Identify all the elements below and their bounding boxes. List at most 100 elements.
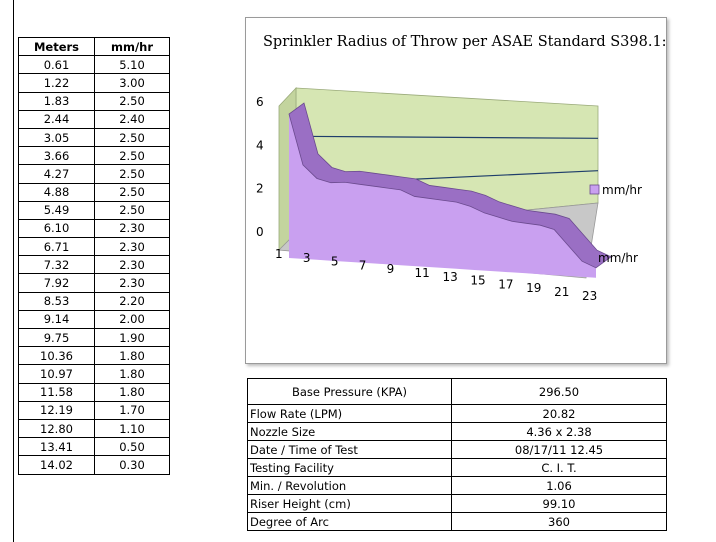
x-tick-label: 23 <box>582 289 597 303</box>
info-label: Date / Time of Test <box>247 440 452 459</box>
mm-hr-cell: 2.50 <box>94 164 170 184</box>
x-tick-label: 1 <box>275 247 283 261</box>
table-row: 5.49 2.50 <box>18 200 170 220</box>
mm-hr-cell: 1.80 <box>94 382 170 402</box>
mm-hr-cell: 2.50 <box>94 146 170 166</box>
info-row: Min. / Revolution 1.06 <box>247 476 667 495</box>
table-row: 14.02 0.30 <box>18 455 170 475</box>
table-row: 0.61 5.10 <box>18 55 170 75</box>
meters-cell: 0.61 <box>18 55 95 75</box>
table-row: 6.10 2.30 <box>18 218 170 239</box>
table-row: 10.36 1.80 <box>18 346 170 366</box>
table-row: 2.44 2.40 <box>18 109 170 129</box>
mm-hr-cell: 2.00 <box>94 309 170 330</box>
legend-swatch <box>589 184 600 195</box>
mm-hr-cell: 1.90 <box>94 327 170 348</box>
mm-hr-cell: 2.50 <box>94 182 170 202</box>
table-row: 12.80 1.10 <box>18 418 170 439</box>
table-row: 3.05 2.50 <box>18 127 170 148</box>
mm-hr-cell: 1.80 <box>94 364 170 384</box>
info-row: Date / Time of Test 08/17/11 12.45 <box>247 440 667 459</box>
mm-hr-cell: 2.40 <box>94 109 170 129</box>
x-tick-label: 15 <box>470 274 485 288</box>
mm-hr-cell: 5.10 <box>94 55 170 75</box>
meters-cell: 10.97 <box>18 364 95 384</box>
mm-hr-cell: 1.80 <box>94 346 170 366</box>
x-tick-label: 17 <box>498 277 513 291</box>
info-value: 360 <box>451 512 667 531</box>
info-label: Testing Facility <box>247 458 452 477</box>
info-row: Degree of Arc 360 <box>247 512 667 531</box>
table-row: 9.14 2.00 <box>18 309 170 330</box>
area-front-face <box>289 114 596 278</box>
table-row: 7.92 2.30 <box>18 273 170 293</box>
y-tick-label: 2 <box>256 182 264 196</box>
meters-cell: 12.19 <box>18 400 95 420</box>
table-row: 3.66 2.50 <box>18 146 170 166</box>
mm-hr-cell: 2.30 <box>94 237 170 257</box>
test-info-table: Base Pressure (KPA) 296.50 Flow Rate (LPM)… <box>247 378 667 531</box>
mm-hr-cell: 2.50 <box>94 91 170 111</box>
meters-cell: 7.32 <box>18 255 95 275</box>
meters-cell: 10.36 <box>18 346 95 366</box>
info-label: Base Pressure (KPA) <box>247 378 452 405</box>
chart-frame: 0 2 4 6 1 3 5 7 9 11 13 15 17 19 21 23 mm/hr mm/hr Sprinkl… <box>245 17 667 364</box>
meters-cell: 11.58 <box>18 382 95 402</box>
y-tick-label: 0 <box>256 225 264 239</box>
meters-cell: 6.71 <box>18 237 95 257</box>
mm-hr-cell: 1.70 <box>94 400 170 420</box>
mm-hr-cell: 2.30 <box>94 218 170 239</box>
info-label: Nozzle Size <box>247 422 452 441</box>
info-row: Riser Height (cm) 99.10 <box>247 494 667 513</box>
chart-gridline <box>295 135 599 139</box>
meters-cell: 14.02 <box>18 455 95 475</box>
table-row: 10.97 1.80 <box>18 364 170 384</box>
mm-hr-cell: 0.30 <box>94 455 170 475</box>
info-value: 20.82 <box>451 404 667 423</box>
table-row: 8.53 2.20 <box>18 291 170 311</box>
mm-hr-cell: 3.00 <box>94 73 170 93</box>
meters-cell: 3.66 <box>18 146 95 166</box>
mm-hr-cell: 2.30 <box>94 255 170 275</box>
header-mm-hr: mm/hr <box>94 36 170 57</box>
table-row: 11.58 1.80 <box>18 382 170 402</box>
table-row: 13.41 0.50 <box>18 437 170 457</box>
x-tick-label: 3 <box>303 251 311 265</box>
meters-cell: 4.27 <box>18 164 95 184</box>
meters-cell: 7.92 <box>18 273 95 293</box>
x-tick-label: 11 <box>415 266 430 280</box>
info-value: 99.10 <box>451 494 667 513</box>
info-label: Degree of Arc <box>247 512 452 531</box>
info-row: Testing Facility C. I. T. <box>247 458 667 477</box>
table-row: 7.32 2.30 <box>18 255 170 275</box>
info-label: Riser Height (cm) <box>247 494 452 513</box>
info-value: 296.50 <box>451 378 667 405</box>
meters-cell: 13.41 <box>18 437 95 457</box>
table-row: 4.27 2.50 <box>18 164 170 184</box>
mm-hr-cell: 1.10 <box>94 418 170 439</box>
data-table: Meters mm/hr 0.61 5.10 1.22 3.00 1.83 2.50 2.4… <box>18 36 170 475</box>
meters-cell: 9.14 <box>18 309 95 330</box>
meters-cell: 8.53 <box>18 291 95 311</box>
meters-cell: 3.05 <box>18 127 95 148</box>
meters-cell: 1.83 <box>18 91 95 111</box>
meters-cell: 2.44 <box>18 109 95 129</box>
info-value: 4.36 x 2.38 <box>451 422 667 441</box>
info-value: 08/17/11 12.45 <box>451 440 667 459</box>
meters-cell: 4.88 <box>18 182 95 202</box>
y-tick-label: 6 <box>256 95 264 109</box>
info-label: Flow Rate (LPM) <box>247 404 452 423</box>
mm-hr-cell: 2.30 <box>94 273 170 293</box>
y-tick-label: 4 <box>256 138 264 152</box>
legend-label: mm/hr <box>602 183 642 197</box>
area-top-ribbon <box>288 102 612 269</box>
chart-title: Sprinkler Radius of Throw per ASAE Stand… <box>263 34 666 50</box>
table-row: 4.88 2.50 <box>18 182 170 202</box>
mm-hr-cell: 2.50 <box>94 200 170 220</box>
mm-hr-cell: 2.50 <box>94 127 170 148</box>
left-border-line <box>13 0 14 542</box>
x-tick-label: 13 <box>442 270 457 284</box>
info-value: C. I. T. <box>451 458 667 477</box>
mm-hr-cell: 0.50 <box>94 437 170 457</box>
